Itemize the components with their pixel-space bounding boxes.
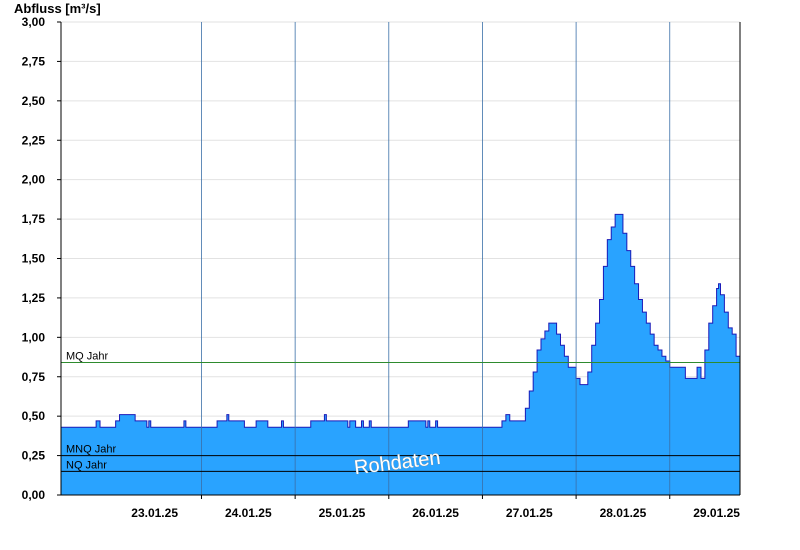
reference-line-label: MNQ Jahr — [66, 444, 116, 456]
y-tick-label: 2,25 — [22, 133, 46, 147]
y-tick-label: 0,75 — [22, 370, 46, 384]
day-separators — [201, 22, 671, 495]
y-tick-label: 1,25 — [22, 291, 46, 305]
data-series — [61, 213, 740, 495]
x-tick-label: 29.01.25 — [693, 506, 740, 520]
y-tick-label: 2,50 — [22, 94, 46, 108]
y-tick-label: 1,50 — [22, 252, 46, 266]
y-tick-label: 3,00 — [22, 15, 46, 29]
y-tick-labels: 0,00 0,25 0,50 0,75 1,00 1,25 1,50 1,75 2,00 2,25… — [22, 15, 46, 502]
y-tick-label: 0,25 — [22, 449, 46, 463]
x-tick-label: 23.01.25 — [131, 506, 178, 520]
x-tick-label: 27.01.25 — [506, 506, 553, 520]
reference-line-label: NQ Jahr — [66, 459, 107, 471]
discharge-line — [61, 213, 740, 428]
y-tick-label: 2,75 — [22, 54, 46, 68]
reference-line-label: MQ Jahr — [66, 351, 109, 363]
y-tick-label: 0,00 — [22, 488, 46, 502]
reference-lines: MQ Jahr MNQ Jahr NQ Jahr — [61, 351, 740, 472]
y-tick-label: 2,00 — [22, 173, 46, 187]
discharge-area — [61, 214, 740, 495]
x-tick-label: 28.01.25 — [600, 506, 647, 520]
y-tick-label: 1,00 — [22, 330, 46, 344]
x-tick-label: 26.01.25 — [412, 506, 459, 520]
y-tick-label: 1,75 — [22, 212, 46, 226]
x-tick-labels: 23.01.25 24.01.25 25.01.25 26.01.25 27.01.25… — [131, 506, 740, 520]
gridlines — [61, 21, 740, 457]
y-axis-label: Abfluss [m³/s] — [14, 1, 101, 16]
x-tick-label: 25.01.25 — [319, 506, 366, 520]
y-tick-label: 0,50 — [22, 409, 46, 423]
x-tick-label: 24.01.25 — [225, 506, 272, 520]
axes — [57, 21, 741, 499]
